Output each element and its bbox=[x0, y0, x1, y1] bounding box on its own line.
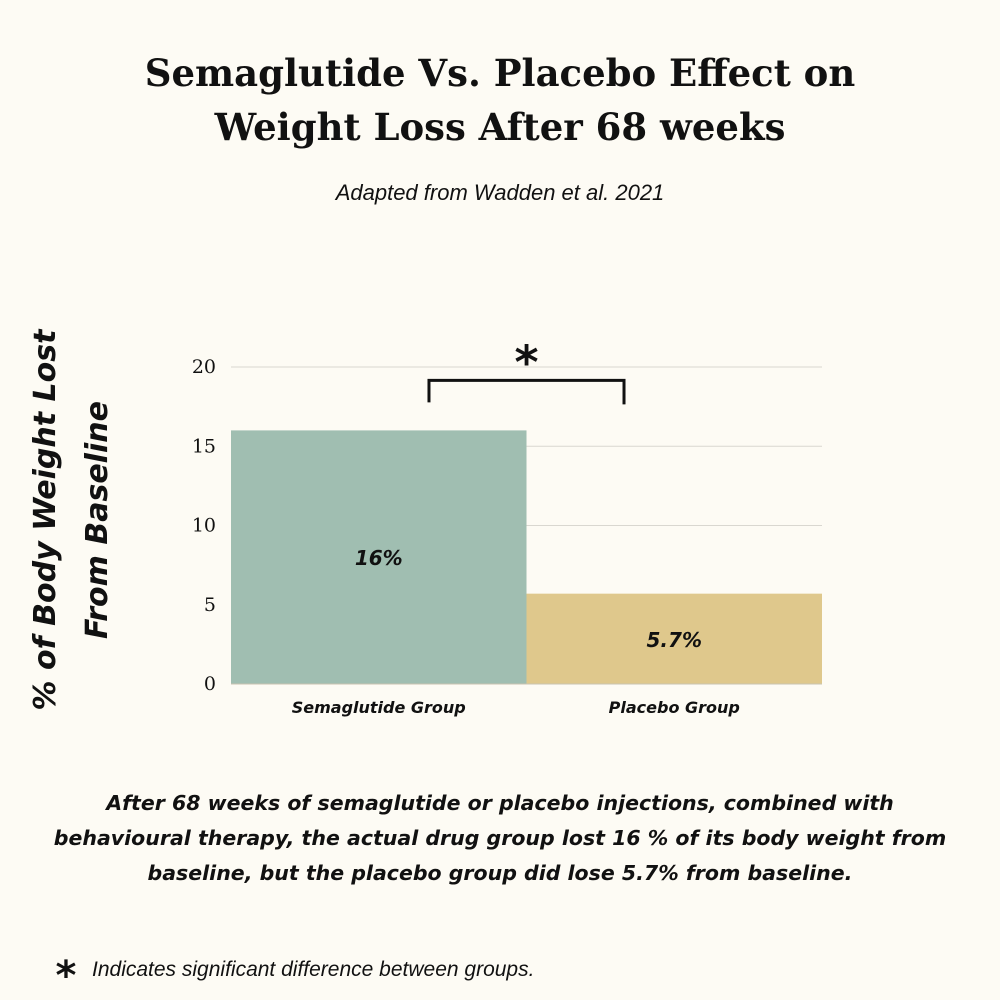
x-tick-label-0: Semaglutide Group bbox=[292, 698, 466, 717]
bar-placebo-group bbox=[526, 593, 822, 684]
chart-title-line-1: Semaglutide Vs. Placebo Effect on bbox=[144, 51, 856, 95]
significance-bracket bbox=[427, 378, 626, 405]
y-tick-label-5: 5 bbox=[204, 594, 216, 616]
y-tick-label-10: 10 bbox=[192, 515, 216, 537]
data-label-0: 16% bbox=[355, 546, 403, 570]
chart-caption: After 68 weeks of semaglutide or placebo… bbox=[53, 791, 947, 885]
chart-subtitle: Adapted from Wadden et al. 2021 bbox=[335, 180, 665, 205]
data-label-1: 5.7% bbox=[647, 628, 702, 652]
chart-title-line-2: Weight Loss After 68 weeks bbox=[214, 105, 786, 149]
y-tick-label-20: 20 bbox=[192, 356, 216, 378]
y-tick-label-0: 0 bbox=[204, 673, 216, 695]
significance-asterisk-icon: * bbox=[514, 335, 538, 389]
bar-semaglutide-group bbox=[231, 430, 527, 684]
x-tick-label-1: Placebo Group bbox=[609, 698, 740, 717]
footnote: * Indicates significant difference betwe… bbox=[46, 952, 535, 996]
y-tick-label-15: 15 bbox=[192, 435, 216, 457]
footnote-text: Indicates significant difference between… bbox=[92, 958, 535, 981]
asterisk-icon: * bbox=[55, 953, 77, 999]
chart-title: Semaglutide Vs. Placebo Effect on Weight… bbox=[0, 46, 1000, 154]
